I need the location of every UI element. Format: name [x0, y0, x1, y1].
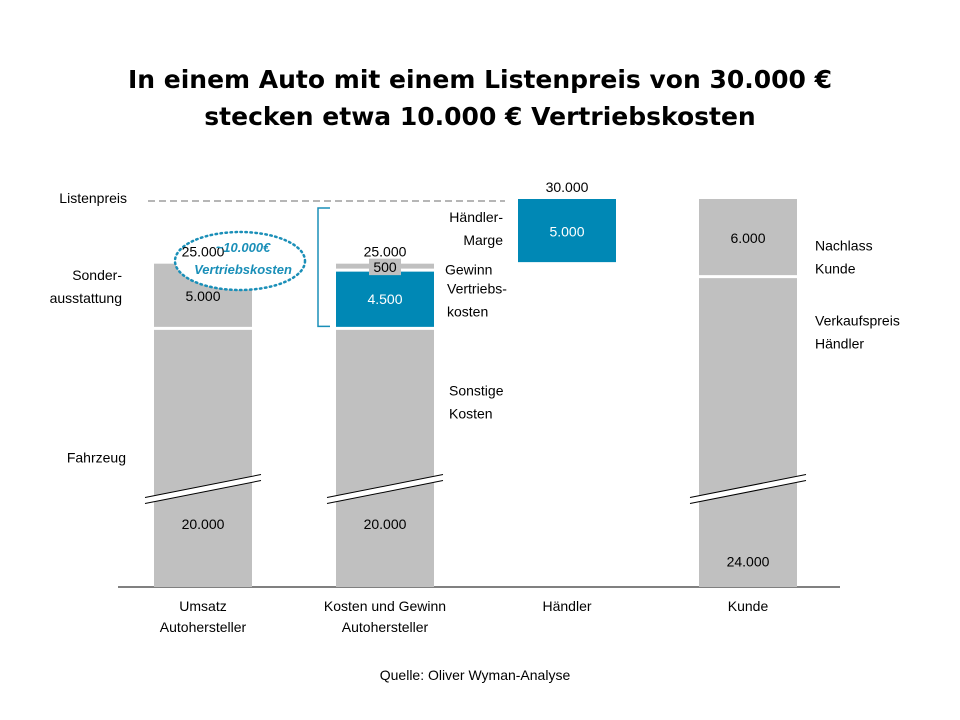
category-label-haendler: Händler: [542, 598, 591, 614]
segment-value-label: 24.000: [727, 553, 770, 569]
bar-segment-kosten-2: [336, 328, 434, 587]
chart-title-line-2: stecken etwa 10.000 € Vertriebskosten: [204, 102, 755, 131]
right-label-nachlass-kunde: Nachlass Kunde: [815, 238, 873, 277]
category-label-kosten: Kosten und Gewinn Autohersteller: [324, 598, 446, 635]
segment-value-label: 20.000: [364, 516, 407, 532]
segment-value-label: 4.500: [367, 291, 402, 307]
right-label-sonstige-kosten-line: Kosten: [449, 406, 493, 422]
segment-value-label: 500: [373, 259, 397, 275]
right-label-verkaufspreis-haendler-line: Händler: [815, 336, 864, 352]
axis-break-mark: [689, 474, 807, 505]
listenpreis-label-line: Listenpreis: [59, 190, 127, 206]
right-label-haendler-marge-line: Marge: [463, 232, 503, 248]
right-label-haendler-marge: Händler- Marge: [449, 209, 503, 248]
chart-title-line-1: In einem Auto mit einem Listenpreis von …: [128, 65, 832, 94]
category-label-kunde-line: Kunde: [728, 598, 769, 614]
right-label-nachlass-kunde-line: Kunde: [815, 261, 856, 277]
right-label-haendler-marge-line: Händler-: [449, 209, 503, 225]
right-label-sonstige-kosten-line: Sonstige: [449, 383, 504, 399]
category-label-kosten-line: Autohersteller: [342, 619, 429, 635]
left-label-sonderausstattung-line: Sonder-: [72, 267, 122, 283]
right-label-nachlass-kunde-line: Nachlass: [815, 238, 873, 254]
segment-value-label: 20.000: [182, 516, 225, 532]
right-label-verkaufspreis-haendler-line: Verkaufspreis: [815, 313, 900, 329]
left-label-sonderausstattung: Sonder-ausstattung: [50, 267, 123, 306]
right-label-verkaufspreis-haendler: Verkaufspreis Händler: [815, 313, 900, 352]
small-label-backdrop: [369, 258, 401, 276]
axis-break-mark: [326, 474, 444, 505]
category-label-haendler-line: Händler: [542, 598, 591, 614]
bar-total-label: 30.000: [546, 179, 589, 195]
callout-line-2: Vertriebskosten: [194, 262, 292, 277]
bar-segment-haendler-5: [518, 199, 616, 264]
bar-segment-kosten-3: [336, 270, 434, 329]
category-label-kosten-line: Kosten und Gewinn: [324, 598, 446, 614]
bar-segment-kunde-7: [699, 199, 797, 277]
bar-segment-umsatz-0: [154, 328, 252, 587]
left-label-fahrzeug: Fahrzeug: [67, 450, 126, 466]
callout-line-1: ~10.000€: [216, 240, 271, 255]
category-label-kunde: Kunde: [728, 598, 769, 614]
source-note: Quelle: Oliver Wyman-Analyse: [380, 667, 571, 683]
listenpreis-label: Listenpreis: [59, 190, 127, 206]
right-label-vertriebskosten: Vertriebs-kosten: [447, 280, 507, 319]
right-label-gewinn: Gewinn: [445, 262, 492, 278]
left-label-fahrzeug-line: Fahrzeug: [67, 450, 126, 466]
bar-total-label: 25.000: [182, 244, 225, 260]
bar-segment-kunde-6: [699, 276, 797, 587]
category-label-umsatz-line: Umsatz: [179, 598, 226, 614]
segment-value-label: 5.000: [549, 223, 584, 239]
category-label-umsatz-line: Autohersteller: [160, 619, 247, 635]
bar-total-label: 25.000: [364, 244, 407, 260]
axis-break-mark: [144, 474, 262, 505]
category-label-umsatz: Umsatz Autohersteller: [160, 598, 247, 635]
callout-bubble: [173, 230, 307, 292]
right-label-gewinn-line: Gewinn: [445, 262, 492, 278]
segment-value-label: 5.000: [185, 288, 220, 304]
vertriebskosten-bracket: [317, 207, 330, 328]
segment-value-label: 6.000: [730, 230, 765, 246]
right-label-vertriebskosten-line: Vertriebs-: [447, 280, 507, 296]
left-label-sonderausstattung-line: ausstattung: [50, 290, 122, 306]
right-label-vertriebskosten-line: kosten: [447, 303, 488, 319]
right-label-sonstige-kosten: Sonstige Kosten: [449, 383, 504, 422]
